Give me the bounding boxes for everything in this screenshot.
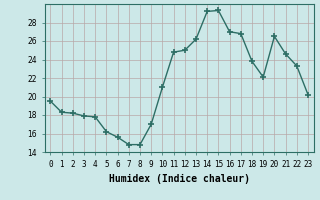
X-axis label: Humidex (Indice chaleur): Humidex (Indice chaleur) xyxy=(109,174,250,184)
